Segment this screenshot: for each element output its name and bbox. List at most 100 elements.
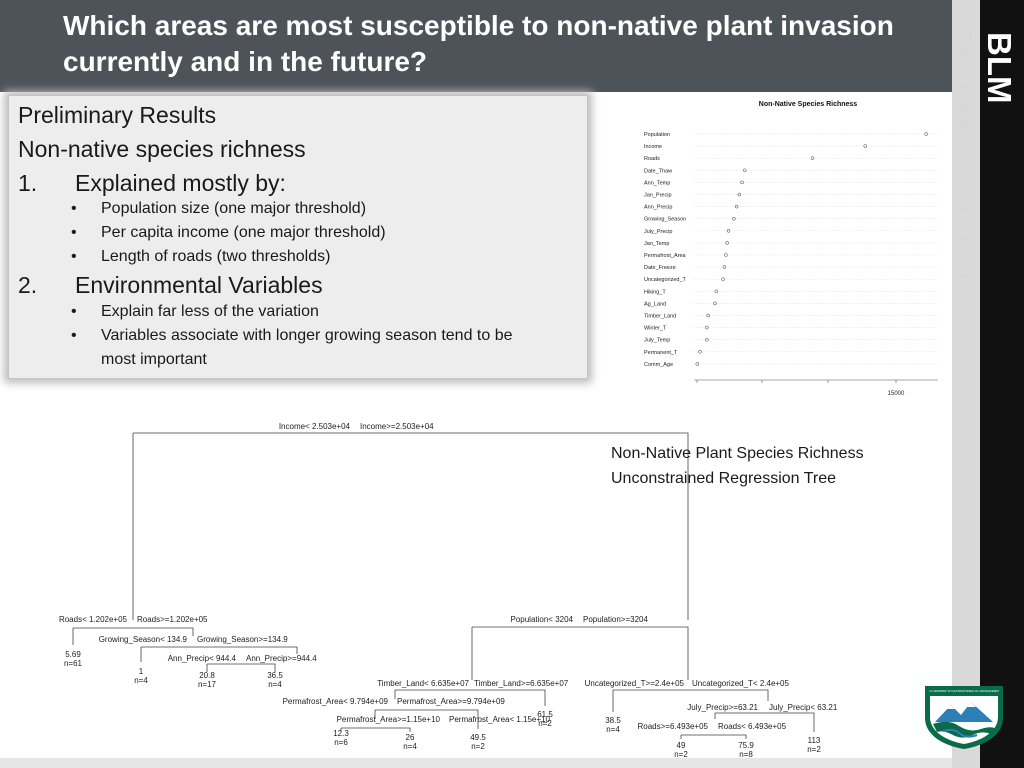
- dotplot-chart: Non-Native Species Richness 15000 Popula…: [644, 101, 938, 397]
- leaf-mean: 12.3: [333, 729, 349, 738]
- bullet-growing-season: Variables associate with longer growing …: [101, 327, 513, 344]
- category-label: Jan_Precip: [644, 193, 672, 199]
- data-point: [863, 144, 868, 148]
- category-label: Permanent_T: [644, 350, 678, 356]
- branch-population: [471, 626, 689, 680]
- category-label: Jan_Temp: [644, 241, 669, 247]
- data-point: [705, 337, 709, 342]
- split-population-left: Population< 3204: [511, 615, 574, 624]
- split-uncategorized-left: Uncategorized_T>=2.4e+05: [585, 679, 685, 688]
- dot-rows: Population Income Roads Date_Thaw Ann_Temp Ja…: [644, 132, 938, 368]
- bullet-roads: Length of roads (two thresholds): [101, 248, 331, 265]
- tree-caption: Non-Native Plant Species Richness Uncons…: [611, 441, 864, 491]
- data-point: [698, 350, 702, 354]
- leaf-count: n=2: [538, 719, 552, 728]
- branch-uncategorized: [612, 689, 769, 712]
- data-point: [714, 289, 719, 294]
- category-label: July_Temp: [644, 338, 670, 344]
- results-box: Preliminary Results Non-native species r…: [8, 95, 588, 379]
- sidebar-label-container: Rapid Ecoregional Assessment: [956, 30, 975, 284]
- data-point: [726, 229, 731, 233]
- split-permafrost2-left: Permafrost_Area>=1.15e+10: [337, 715, 441, 724]
- leaf-count: n=2: [674, 750, 688, 759]
- category-label: Timber_Land: [644, 314, 676, 320]
- x-tick-label: 15000: [888, 391, 905, 397]
- split-permafrost-left: Permafrost_Area< 9.794e+09: [283, 697, 389, 706]
- blm-logo: U.S. DEPARTMENT OF THE INTERIOR BUREAU O…: [925, 686, 1003, 749]
- split-timber-left: Timber_Land< 6.635e+07: [377, 679, 469, 688]
- split-july-precip-left: July_Precip>=63.21: [687, 703, 758, 712]
- category-label: Roads: [644, 156, 660, 162]
- leaf-count: n=2: [807, 745, 821, 754]
- split-roads2-left: Roads>=6.493e+05: [637, 722, 708, 731]
- leaf-mean: 36.5: [267, 671, 283, 680]
- tree-caption-line2: Unconstrained Regression Tree: [611, 470, 837, 487]
- data-point: [695, 362, 700, 366]
- data-point: [737, 192, 742, 197]
- item-1-number: 1.: [18, 170, 38, 196]
- category-label: Hiking_T: [644, 289, 666, 295]
- branch-roads-2: [680, 734, 747, 739]
- category-label: Winter_T: [644, 326, 667, 332]
- split-ann-precip-left: Ann_Precip< 944.4: [168, 654, 237, 663]
- right-gray-band: [952, 0, 980, 768]
- branch-permafrost-1: [374, 709, 479, 729]
- leaf-mean: 49.5: [470, 733, 486, 742]
- split-income-right: Income>=2.503e+04: [360, 422, 434, 431]
- leaf-count: n=2: [471, 742, 485, 751]
- data-point: [705, 325, 709, 330]
- category-label: Ag_Land: [644, 301, 666, 307]
- bullet-dot: •: [71, 327, 77, 344]
- tree-caption-line1: Non-Native Plant Species Richness: [611, 445, 864, 462]
- split-july-precip-right: July_Precip< 63.21: [769, 703, 838, 712]
- category-label: July_Precip: [644, 229, 672, 235]
- agency-wordmark: BLM: [982, 32, 1018, 103]
- data-point: [734, 204, 739, 209]
- bullet-growing-season-cont: most important: [101, 351, 207, 368]
- category-label: Growing_Season: [644, 217, 686, 223]
- branch-growing-season: [140, 646, 298, 662]
- sidebar-label: Rapid Ecoregional Assessment: [956, 30, 975, 284]
- item-2-label: Environmental Variables: [75, 272, 323, 298]
- split-income-left: Income< 2.503e+04: [279, 422, 351, 431]
- data-point: [810, 156, 815, 160]
- leaf-mean: 1: [139, 667, 144, 676]
- leaf-mean: 20.8: [199, 671, 215, 680]
- results-subheading: Non-native species richness: [18, 136, 306, 162]
- agency-wordmark-container: BLM: [982, 32, 1018, 103]
- category-label: Date_Thaw: [644, 168, 672, 174]
- bullet-dot: •: [71, 248, 77, 265]
- bullet-variation: Explain far less of the variation: [101, 303, 319, 320]
- item-2-number: 2.: [18, 272, 38, 298]
- bullet-population: Population size (one major threshold): [101, 200, 367, 217]
- bullet-dot: •: [71, 200, 77, 217]
- leaf-mean: 38.5: [605, 716, 621, 725]
- split-growing-season-right: Growing_Season>=134.9: [197, 635, 288, 644]
- category-label: Permafrost_Area: [644, 253, 687, 259]
- split-growing-season-left: Growing_Season< 134.9: [99, 635, 188, 644]
- title-bar: [0, 0, 952, 92]
- split-timber-right: Timber_Land>=6.635e+07: [474, 679, 569, 688]
- data-point: [722, 265, 727, 269]
- logo-text: U.S. DEPARTMENT OF THE INTERIOR BUREAU O…: [929, 689, 999, 693]
- split-permafrost2-right: Permafrost_Area< 1.15e+10: [449, 715, 551, 724]
- branch-root: [132, 432, 689, 620]
- results-heading: Preliminary Results: [18, 102, 217, 128]
- branch-july-precip: [714, 712, 815, 732]
- chart-title: Non-Native Species Richness: [759, 101, 858, 108]
- leaf-count: n=4: [268, 680, 282, 689]
- data-point: [924, 132, 928, 136]
- data-point: [732, 216, 736, 221]
- branch-permafrost-2: [340, 727, 411, 732]
- category-label: Ann_Temp: [644, 180, 670, 186]
- leaf-count: n=8: [739, 750, 753, 759]
- split-roads-left: Roads< 1.202e+05: [59, 615, 128, 624]
- leaf-mean: 5.69: [65, 650, 81, 659]
- regression-tree: Income< 2.503e+04 Income>=2.503e+04 Road…: [59, 422, 838, 759]
- split-ann-precip-right: Ann_Precip>=944.4: [246, 654, 317, 663]
- item-1-label: Explained mostly by:: [75, 170, 286, 196]
- split-permafrost-right: Permafrost_Area>=9.794e+09: [397, 697, 505, 706]
- leaf-count: n=17: [198, 680, 217, 689]
- split-uncategorized-right: Uncategorized_T< 2.4e+05: [692, 679, 790, 688]
- split-roads2-right: Roads< 6.493e+05: [718, 722, 787, 731]
